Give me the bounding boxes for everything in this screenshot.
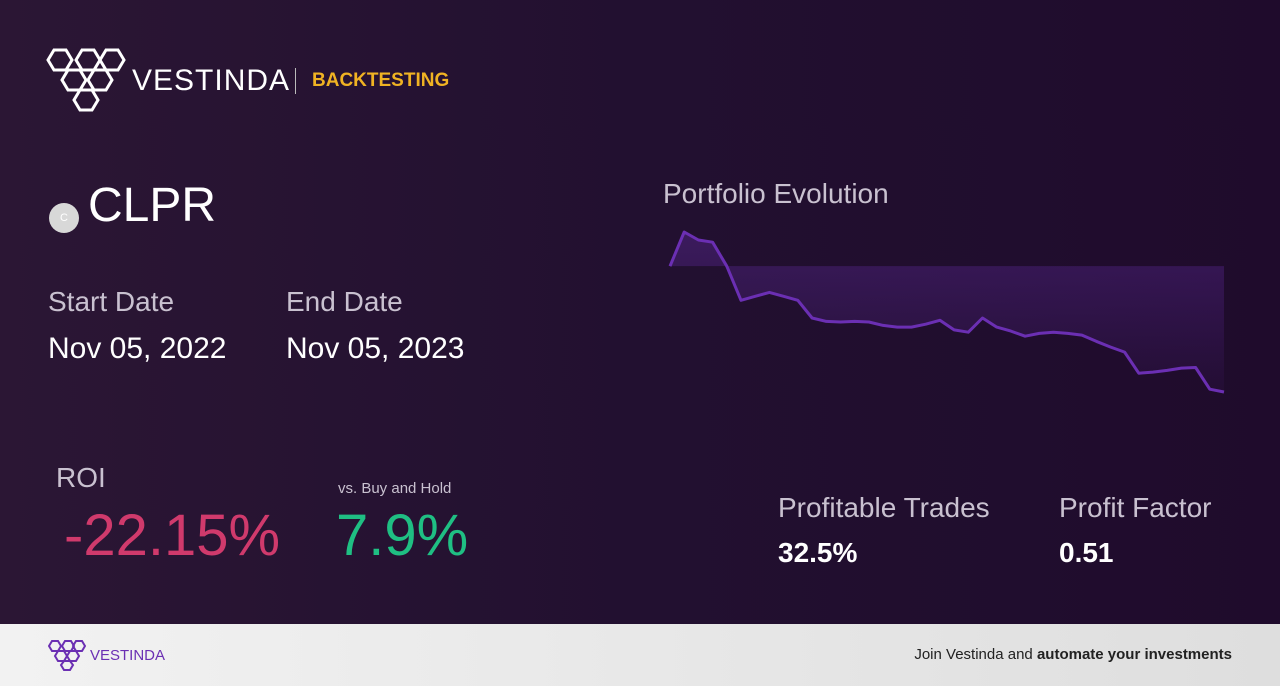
footer-text: Join Vestinda and [914, 646, 1037, 663]
logo [46, 48, 126, 112]
footer: VESTINDA Join Vestinda and automate your… [0, 624, 1280, 686]
start-label: Start Date [48, 286, 175, 317]
chart [668, 230, 1225, 394]
line [668, 230, 1225, 394]
footer-cta: Join Vestinda and automate your investme… [914, 646, 1232, 663]
start-date: Nov 05, 2022 [48, 332, 227, 365]
end-date: Nov 05, 2023 [286, 332, 465, 365]
footer-logo [48, 640, 86, 671]
roi-value: -22.15% [64, 503, 281, 568]
symbol: CLPR [88, 179, 217, 232]
footer-emphasis: automate your investments [1036, 646, 1232, 663]
brand: VESTINDA [132, 64, 291, 97]
chart-title: Portfolio Evolution [663, 178, 889, 209]
compare-value: 7.9% [336, 503, 469, 568]
footer-brand: VESTINDA [90, 647, 166, 664]
factor-value: 0.51 [1059, 537, 1114, 568]
profitable-value: 32.5% [778, 537, 858, 568]
asset-icon: C [49, 203, 79, 233]
roi-label: ROI [56, 462, 106, 493]
area [670, 232, 1224, 392]
profitable-label: Profitable Trades [778, 492, 990, 523]
section: BACKTESTING [312, 70, 450, 91]
divider [295, 68, 296, 94]
compare-label: vs. Buy and Hold [338, 480, 452, 497]
factor-label: Profit Factor [1059, 492, 1212, 523]
end-label: End Date [286, 286, 403, 317]
